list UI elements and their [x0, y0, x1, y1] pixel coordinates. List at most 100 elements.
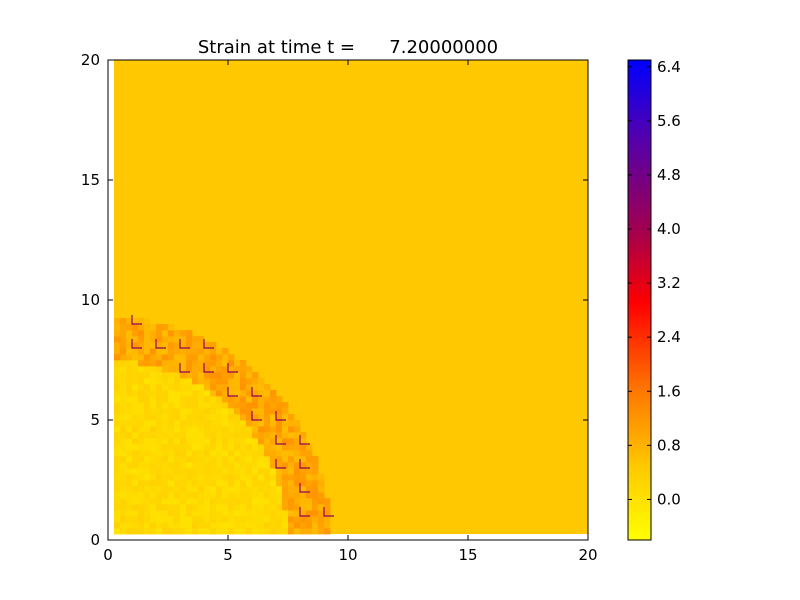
heatmap-cell: [192, 438, 199, 445]
heatmap-cell: [138, 342, 145, 349]
heatmap-cell: [138, 390, 145, 397]
heatmap-cell: [156, 432, 163, 439]
heatmap-cell: [216, 414, 223, 421]
heatmap-cell: [210, 474, 217, 481]
heatmap-cell: [210, 342, 217, 349]
heatmap-cell: [198, 342, 205, 349]
heatmap-cell: [258, 456, 265, 463]
heatmap-cell: [204, 408, 211, 415]
heatmap-cell: [270, 438, 277, 445]
heatmap-cell: [180, 444, 187, 451]
heatmap-cell: [270, 402, 277, 409]
heatmap-cell: [258, 474, 265, 481]
heatmap-cell: [264, 456, 271, 463]
heatmap-cell: [222, 390, 229, 397]
heatmap-cell: [246, 420, 253, 427]
heatmap-cell: [126, 444, 133, 451]
heatmap-cell: [168, 510, 175, 517]
heatmap-cell: [222, 504, 229, 511]
heatmap-cell: [306, 468, 313, 475]
heatmap-cell: [270, 432, 277, 439]
heatmap-cell: [228, 486, 235, 493]
heatmap-cell: [282, 516, 289, 523]
heatmap-cell: [294, 474, 301, 481]
heatmap-cell: [228, 402, 235, 409]
heatmap-cell: [150, 396, 157, 403]
heatmap-cell: [228, 384, 235, 391]
heatmap-cell: [192, 504, 199, 511]
heatmap-cell: [282, 432, 289, 439]
heatmap-cell: [222, 366, 229, 373]
heatmap-cell: [120, 516, 127, 523]
heatmap-cell: [312, 516, 319, 523]
heatmap-cell: [282, 408, 289, 415]
heatmap-cell: [156, 414, 163, 421]
heatmap-cell: [210, 384, 217, 391]
heatmap-cell: [270, 516, 277, 523]
heatmap-cell: [162, 492, 169, 499]
heatmap-cell: [192, 450, 199, 457]
heatmap-cell: [150, 480, 157, 487]
heatmap-cell: [192, 408, 199, 415]
heatmap-cell: [210, 408, 217, 415]
heatmap-cell: [288, 486, 295, 493]
heatmap-cell: [216, 504, 223, 511]
heatmap-cell: [132, 456, 139, 463]
heatmap-cell: [126, 504, 133, 511]
heatmap-cell: [144, 474, 151, 481]
heatmap-cell: [240, 396, 247, 403]
heatmap-cell: [234, 396, 241, 403]
heatmap-cell: [132, 414, 139, 421]
heatmap-cell: [114, 516, 121, 523]
heatmap-cell: [120, 432, 127, 439]
heatmap-cell: [222, 522, 229, 529]
heatmap-cell: [180, 354, 187, 361]
heatmap-cell: [114, 336, 121, 343]
colorbar: 0.0 0.8 1.6 2.4 3.2 4.0 4.8 5.6 6.4: [627, 58, 681, 541]
heatmap-cell: [264, 438, 271, 445]
heatmap-cell: [222, 516, 229, 523]
heatmap-cell: [288, 456, 295, 463]
heatmap-cell: [174, 396, 181, 403]
heatmap-cell: [192, 342, 199, 349]
heatmap-cell: [300, 492, 307, 499]
heatmap-cell: [168, 390, 175, 397]
heatmap-cell: [246, 408, 253, 415]
heatmap-cell: [120, 510, 127, 517]
heatmap-spike: [203, 339, 214, 349]
heatmap-cell: [156, 390, 163, 397]
heatmap-cell: [276, 396, 283, 403]
heatmap-cell: [312, 492, 319, 499]
heatmap-cell: [174, 408, 181, 415]
y-tick-label: 0: [90, 531, 100, 549]
heatmap-cell: [156, 528, 163, 535]
heatmap-cell: [168, 330, 175, 337]
heatmap-cell: [156, 438, 163, 445]
heatmap-cell: [204, 462, 211, 469]
heatmap-cell: [174, 498, 181, 505]
heatmap-cell: [150, 324, 157, 331]
heatmap-cell: [306, 492, 313, 499]
heatmap-cell: [270, 498, 277, 505]
heatmap-cell: [156, 498, 163, 505]
heatmap-cell: [300, 480, 307, 487]
heatmap-cell: [180, 396, 187, 403]
heatmap-cell: [294, 468, 301, 475]
heatmap-cell: [306, 498, 313, 505]
heatmap-cell: [252, 456, 259, 463]
heatmap-cell: [150, 522, 157, 529]
heatmap-cell: [180, 408, 187, 415]
heatmap-cell: [288, 498, 295, 505]
heatmap-cell: [120, 378, 127, 385]
heatmap-cell: [228, 396, 235, 403]
heatmap-cell: [174, 336, 181, 343]
heatmap-cell: [270, 408, 277, 415]
heatmap-cell: [168, 402, 175, 409]
heatmap-cell: [222, 492, 229, 499]
heatmap-cell: [204, 372, 211, 379]
heatmap-cell: [216, 372, 223, 379]
heatmap-cell: [186, 474, 193, 481]
heatmap-cell: [138, 528, 145, 535]
heatmap-cell: [198, 486, 205, 493]
heatmap-cell: [312, 486, 319, 493]
